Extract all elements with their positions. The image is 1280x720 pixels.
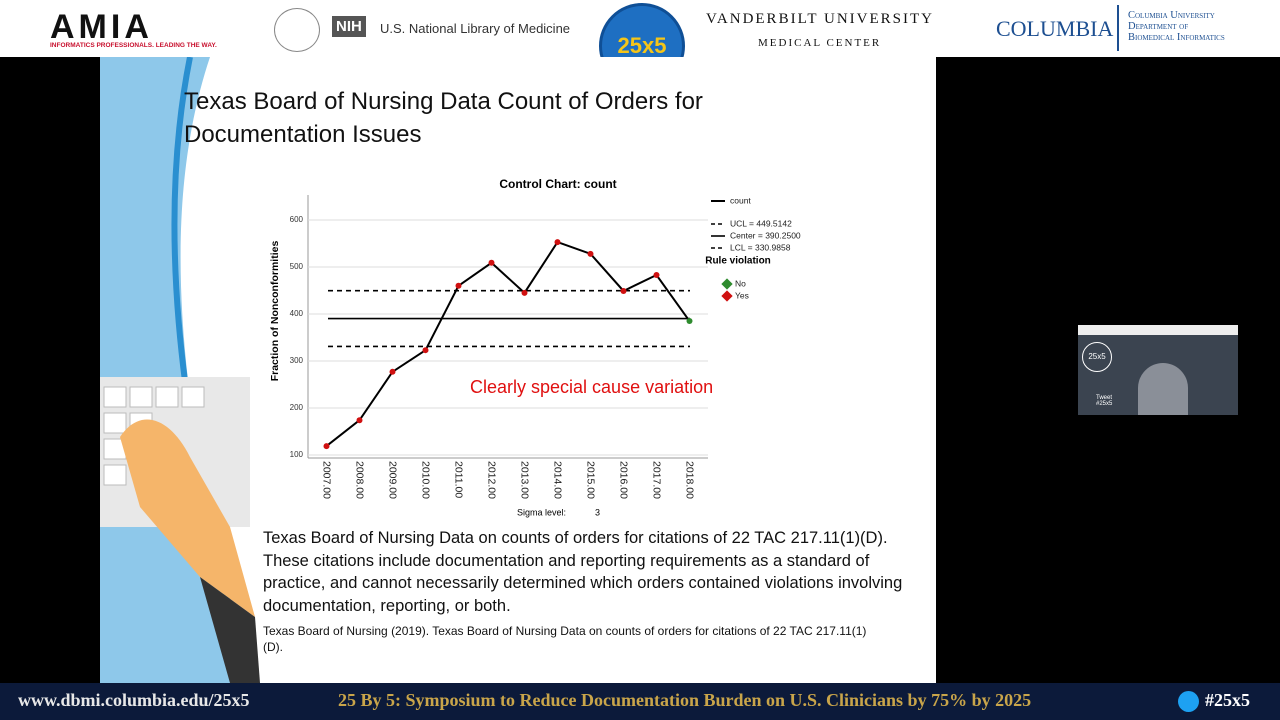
divider bbox=[1117, 5, 1119, 51]
y-tick-label: 200 bbox=[290, 403, 304, 412]
x-tick-label: 2010.00 bbox=[420, 461, 432, 499]
x-tick-label: 2011.00 bbox=[453, 461, 465, 498]
x-tick-label: 2012.00 bbox=[486, 461, 498, 499]
rule-legend-title: Rule violation bbox=[705, 256, 771, 267]
y-tick-label: 300 bbox=[290, 356, 304, 365]
footer: www.dbmi.columbia.edu/25x5 25 By 5: Symp… bbox=[0, 683, 1280, 720]
data-point bbox=[389, 368, 396, 375]
y-tick-label: 400 bbox=[290, 309, 304, 318]
sigma-label: Sigma level: bbox=[517, 507, 566, 517]
nih-logo: NIH bbox=[332, 16, 366, 37]
data-point bbox=[323, 443, 330, 450]
data-point bbox=[653, 271, 660, 278]
dept-line: Biomedical Informatics bbox=[1128, 32, 1225, 43]
x-tick-label: 2015.00 bbox=[585, 461, 597, 499]
dept-line: Columbia University bbox=[1128, 10, 1215, 21]
legend-label: Center = 390.2500 bbox=[730, 230, 801, 240]
columbia-dept: Columbia University Department of Biomed… bbox=[1128, 10, 1225, 43]
legend-label: UCL = 449.5142 bbox=[730, 218, 792, 228]
y-tick-label: 100 bbox=[290, 450, 304, 459]
thumb-badge: 25x5 bbox=[1082, 342, 1112, 372]
footer-url: www.dbmi.columbia.edu/25x5 bbox=[18, 690, 250, 710]
x-tick-label: 2007.00 bbox=[321, 461, 333, 499]
y-tick-label: 500 bbox=[290, 262, 304, 271]
amia-tagline: INFORMATICS PROFESSIONALS. LEADING THE W… bbox=[50, 42, 217, 49]
amia-logo: AMIA bbox=[50, 8, 153, 46]
data-point bbox=[620, 287, 627, 294]
x-tick-label: 2017.00 bbox=[651, 461, 663, 499]
chart-title: Control Chart: count bbox=[499, 177, 616, 191]
data-point bbox=[356, 417, 363, 424]
thumb-header bbox=[1078, 325, 1238, 335]
annotation: Clearly special cause variation bbox=[470, 377, 713, 397]
webcam-thumbnail: 25x5 Tweet #25x5 bbox=[1078, 325, 1238, 415]
data-point bbox=[422, 347, 429, 354]
slide-body: Texas Board of Nursing Data on counts of… bbox=[263, 529, 903, 615]
slide: Texas Board of Nursing Data Count of Ord… bbox=[100, 57, 936, 683]
data-point bbox=[554, 239, 561, 246]
data-point bbox=[455, 282, 462, 289]
x-tick-label: 2016.00 bbox=[618, 461, 630, 499]
data-point bbox=[521, 289, 528, 296]
presenter bbox=[1138, 363, 1188, 415]
sigma-value: 3 bbox=[595, 507, 600, 517]
rule-swatch bbox=[721, 278, 733, 290]
data-point bbox=[488, 259, 495, 266]
decoration bbox=[100, 57, 260, 683]
vanderbilt-sub: MEDICAL CENTER bbox=[758, 37, 882, 49]
slide-title: Texas Board of Nursing Data Count of Ord… bbox=[184, 88, 703, 148]
x-tick-label: 2008.00 bbox=[354, 461, 366, 499]
data-point bbox=[587, 250, 594, 257]
rule-label: Yes bbox=[735, 290, 749, 300]
nlm-text: U.S. National Library of Medicine bbox=[380, 21, 571, 36]
columbia: COLUMBIA bbox=[996, 16, 1114, 41]
y-axis-label: Fraction of Nonconformities bbox=[269, 241, 281, 382]
twitter-icon bbox=[1178, 691, 1199, 712]
rule-swatch bbox=[721, 290, 733, 302]
series-line bbox=[325, 240, 691, 447]
rule-label: No bbox=[735, 278, 746, 288]
hhs-seal bbox=[274, 8, 320, 52]
legend-label: count bbox=[730, 195, 751, 205]
y-tick-label: 600 bbox=[290, 215, 304, 224]
legend-label: LCL = 330.9858 bbox=[730, 242, 791, 252]
data-point bbox=[686, 318, 693, 325]
x-tick-label: 2013.00 bbox=[519, 461, 531, 499]
x-tick-label: 2014.00 bbox=[552, 461, 564, 499]
dept-line: Department of bbox=[1128, 21, 1189, 32]
x-tick-label: 2009.00 bbox=[387, 461, 399, 499]
x-tick-label: 2018.00 bbox=[684, 461, 696, 499]
footer-symposium: 25 By 5: Symposium to Reduce Documentati… bbox=[338, 690, 1032, 710]
footer-hashtag: #25x5 bbox=[1205, 690, 1250, 710]
vanderbilt: VANDERBILT UNIVERSITY bbox=[706, 11, 934, 27]
citation: Texas Board of Nursing (2019). Texas Boa… bbox=[263, 624, 867, 654]
thumb-tweet: Tweet #25x5 bbox=[1096, 395, 1113, 407]
